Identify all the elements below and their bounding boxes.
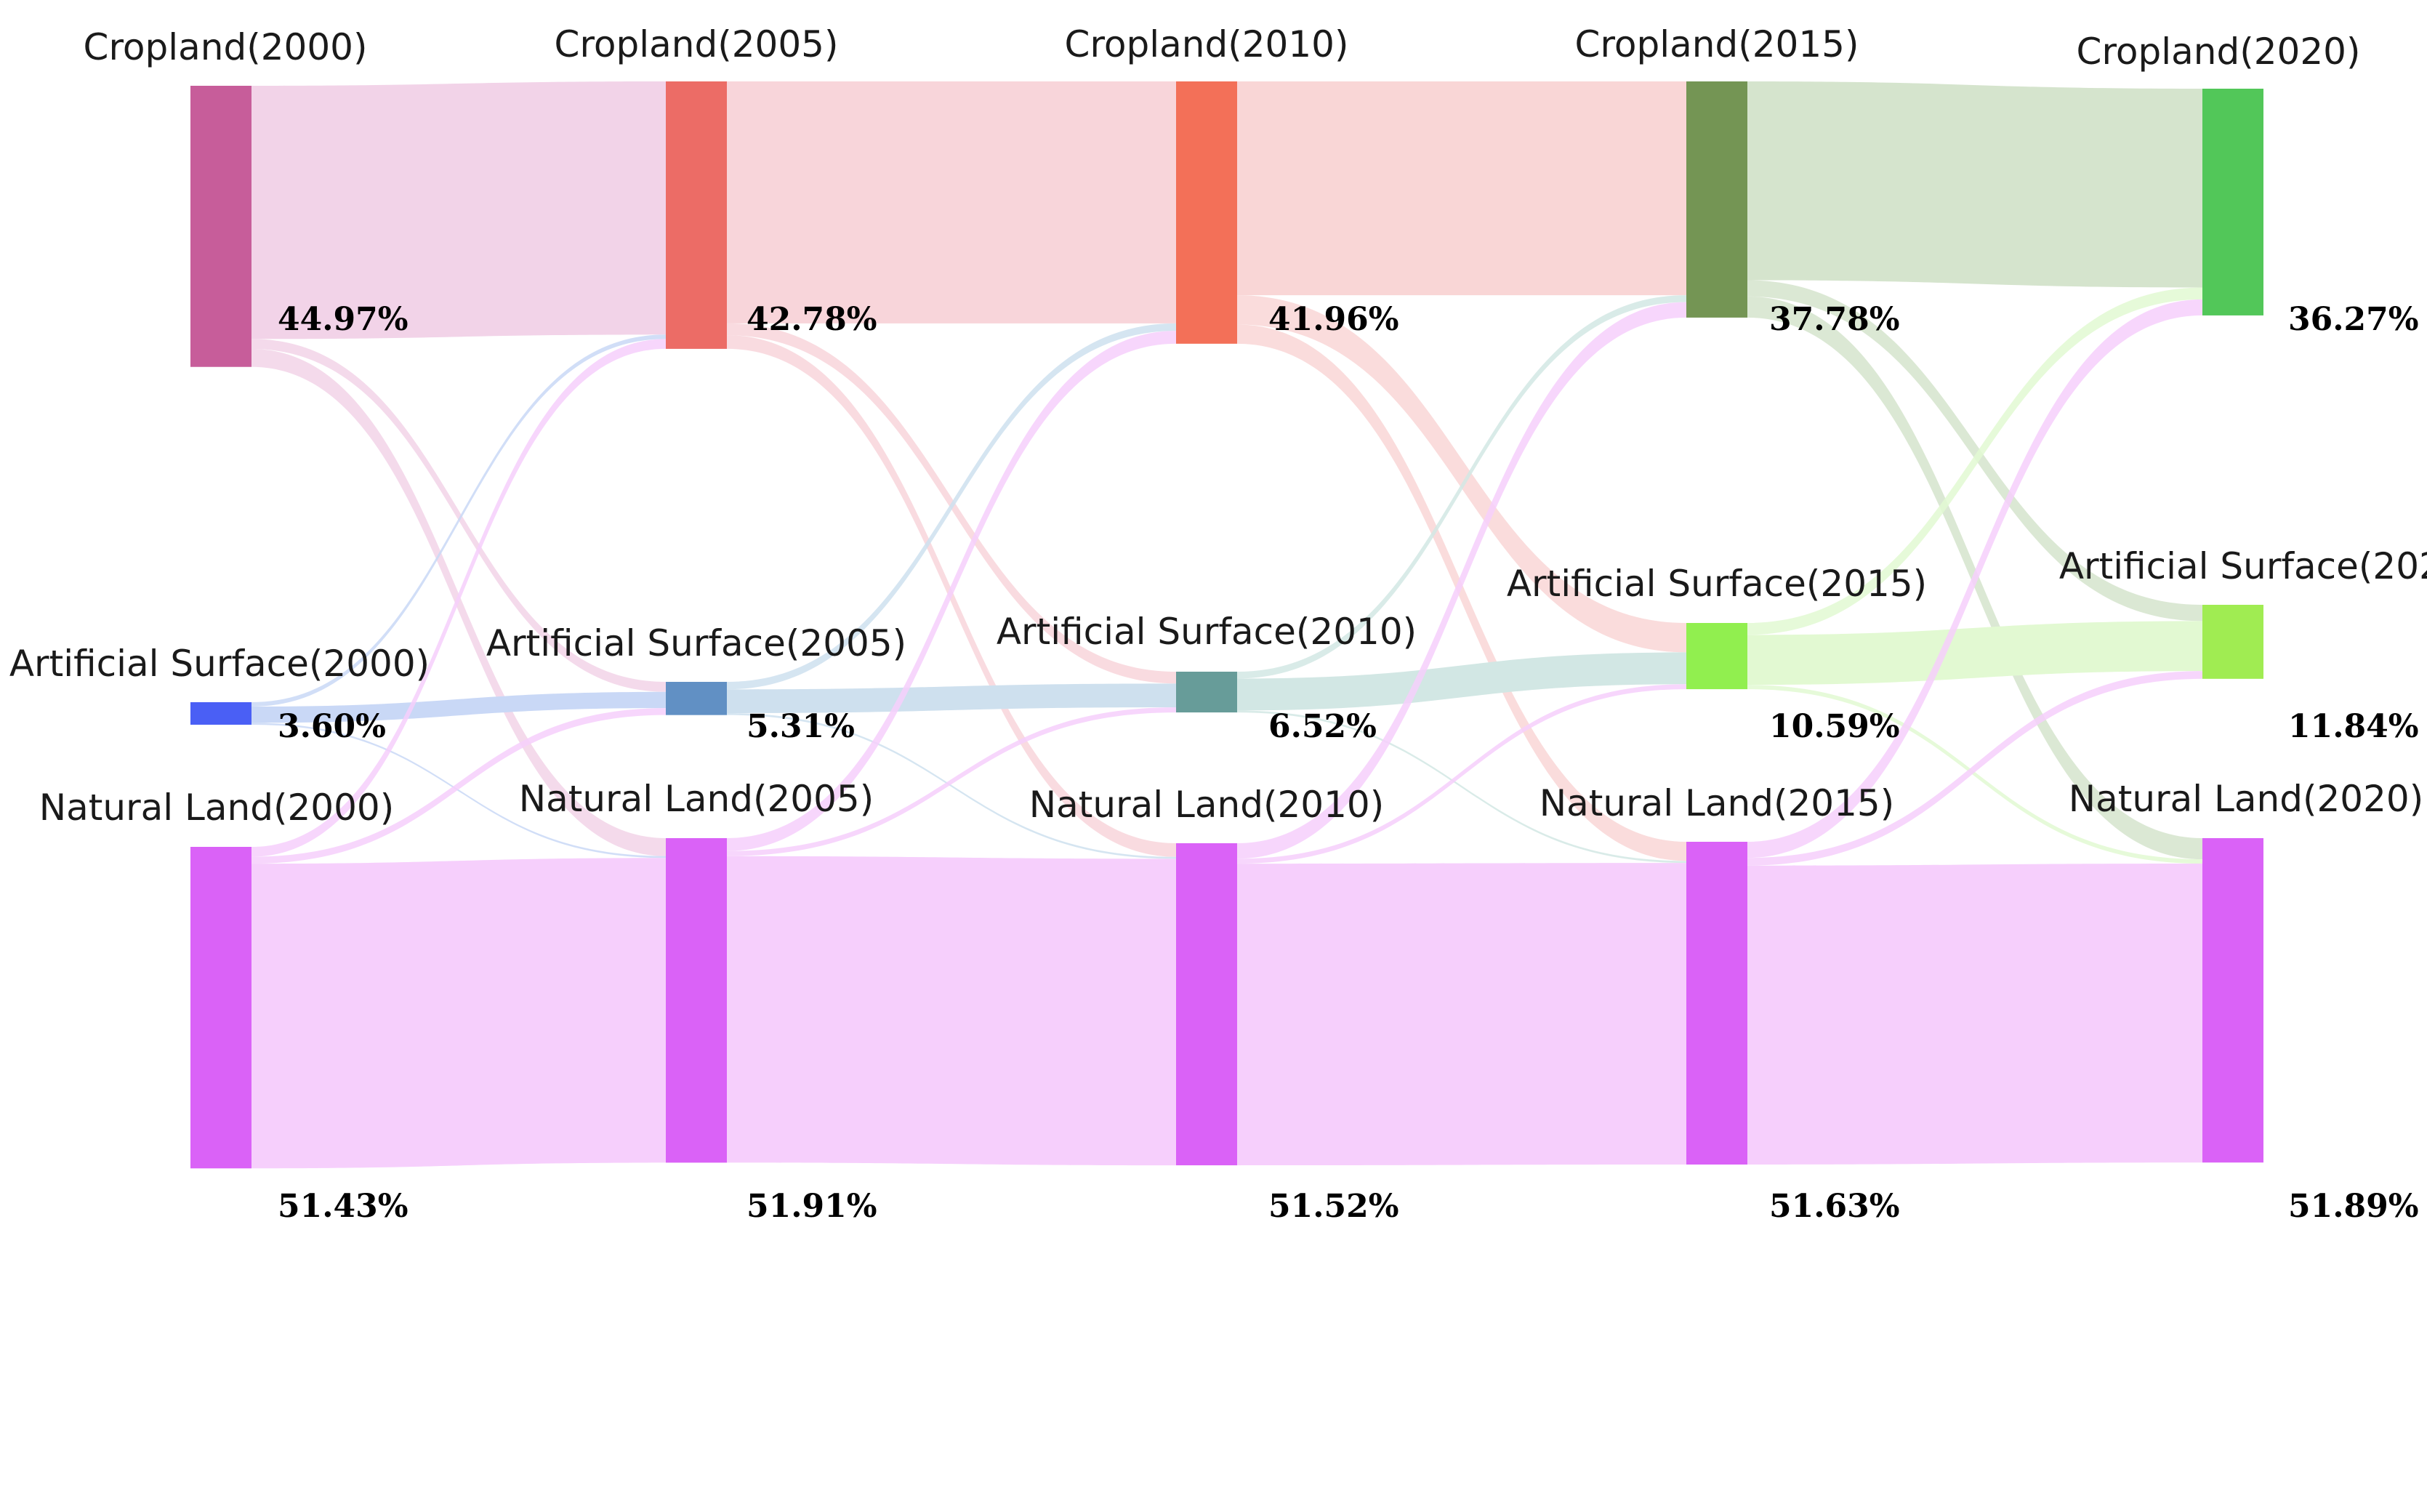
flow-2000-c-to-2005-a [251, 339, 666, 692]
flow-2000-a-to-2005-a [251, 691, 666, 723]
node-name-a-2005: Artificial Surface(2005) [486, 622, 906, 664]
flow-2010-c-to-2015-c [1237, 81, 1686, 296]
flow-2015-a-to-2020-c [1747, 287, 2202, 635]
node-pct-c-2000: 44.97% [278, 301, 408, 338]
node-pct-n-2020: 51.89% [2288, 1188, 2419, 1225]
flow-2010-a-to-2015-c [1237, 295, 1686, 679]
node-name-a-2020: Artificial Surface(2020) [2059, 545, 2427, 587]
flow-2015-c-to-2020-c [1747, 81, 2202, 288]
flow-2000-c-to-2005-c [251, 81, 666, 339]
flow-2000-a-to-2005-n [251, 723, 666, 858]
node-pct-c-2015: 37.78% [1769, 301, 1900, 338]
node-n-2005 [666, 838, 727, 1163]
node-n-2010 [1176, 843, 1237, 1166]
node-n-2000 [190, 847, 251, 1169]
node-pct-a-2000: 3.60% [278, 708, 386, 745]
sankey-nodes [190, 81, 2263, 1169]
node-a-2005 [666, 682, 727, 715]
sankey-links [251, 81, 2202, 1169]
flow-2015-a-to-2020-n [1747, 685, 2202, 864]
flow-2000-n-to-2005-n [251, 858, 666, 1169]
flow-2015-n-to-2020-a [1747, 671, 2202, 866]
node-name-n-2010: Natural Land(2010) [1029, 784, 1385, 826]
node-pct-a-2015: 10.59% [1769, 708, 1900, 745]
flow-2010-a-to-2015-a [1237, 652, 1686, 711]
node-pct-a-2005: 5.31% [746, 708, 855, 745]
flow-2010-n-to-2015-n [1237, 863, 1686, 1166]
node-pct-a-2020: 11.84% [2288, 708, 2419, 745]
flow-2000-a-to-2005-c [251, 334, 666, 707]
sankey-labels: Cropland(2000) 44.97% Artificial Surface(2… [9, 23, 2427, 1225]
node-pct-n-2005: 51.91% [746, 1188, 877, 1225]
node-pct-n-2000: 51.43% [278, 1188, 408, 1225]
flow-2005-a-to-2010-a [727, 683, 1176, 713]
node-pct-n-2010: 51.52% [1268, 1188, 1399, 1225]
flow-2010-c-to-2015-a [1237, 295, 1686, 653]
node-a-2020 [2202, 605, 2263, 679]
node-n-2015 [1686, 842, 1747, 1165]
node-name-c-2015: Cropland(2015) [1575, 23, 1859, 65]
flow-2005-n-to-2010-c [727, 331, 1176, 851]
node-pct-a-2010: 6.52% [1268, 708, 1377, 745]
node-pct-c-2020: 36.27% [2288, 301, 2419, 338]
flow-2015-n-to-2020-c [1747, 299, 2202, 858]
node-name-n-2020: Natural Land(2020) [2069, 778, 2424, 820]
node-c-2020 [2202, 89, 2263, 315]
flow-2015-a-to-2020-a [1747, 621, 2202, 685]
flow-2015-n-to-2020-n [1747, 864, 2202, 1165]
node-c-2005 [666, 81, 727, 349]
flow-2010-a-to-2015-n [1237, 710, 1686, 864]
node-n-2020 [2202, 838, 2263, 1163]
flow-2000-n-to-2005-c [251, 339, 666, 857]
flow-2005-n-to-2010-a [727, 707, 1176, 856]
flow-2000-n-to-2005-a [251, 708, 666, 864]
flow-2005-c-to-2010-c [727, 81, 1176, 323]
node-pct-n-2015: 51.63% [1769, 1188, 1900, 1225]
flow-2005-n-to-2010-n [727, 856, 1176, 1166]
flow-2010-n-to-2015-c [1237, 302, 1686, 859]
node-a-2010 [1176, 672, 1237, 713]
flow-2005-a-to-2010-c [727, 323, 1176, 690]
node-a-2000 [190, 702, 251, 725]
node-a-2015 [1686, 623, 1747, 690]
node-name-n-2005: Natural Land(2005) [519, 778, 874, 820]
node-c-2015 [1686, 81, 1747, 318]
node-name-a-2000: Artificial Surface(2000) [9, 643, 430, 685]
node-name-n-2015: Natural Land(2015) [1539, 782, 1895, 824]
node-pct-c-2010: 41.96% [1268, 301, 1399, 338]
node-name-c-2020: Cropland(2020) [2077, 31, 2361, 73]
node-c-2010 [1176, 81, 1237, 344]
flow-2010-n-to-2015-a [1237, 684, 1686, 864]
flow-2010-c-to-2015-n [1237, 324, 1686, 861]
flow-2005-a-to-2010-n [727, 713, 1176, 859]
node-name-n-2000: Natural Land(2000) [39, 787, 395, 829]
node-name-c-2000: Cropland(2000) [84, 26, 368, 68]
node-name-c-2010: Cropland(2010) [1065, 23, 1349, 65]
node-c-2000 [190, 86, 251, 367]
node-name-a-2015: Artificial Surface(2015) [1507, 563, 1927, 605]
node-pct-c-2005: 42.78% [746, 301, 877, 338]
node-name-c-2005: Cropland(2005) [555, 23, 839, 65]
node-name-a-2010: Artificial Surface(2010) [997, 611, 1417, 653]
flow-2015-c-to-2020-a [1747, 280, 2202, 622]
